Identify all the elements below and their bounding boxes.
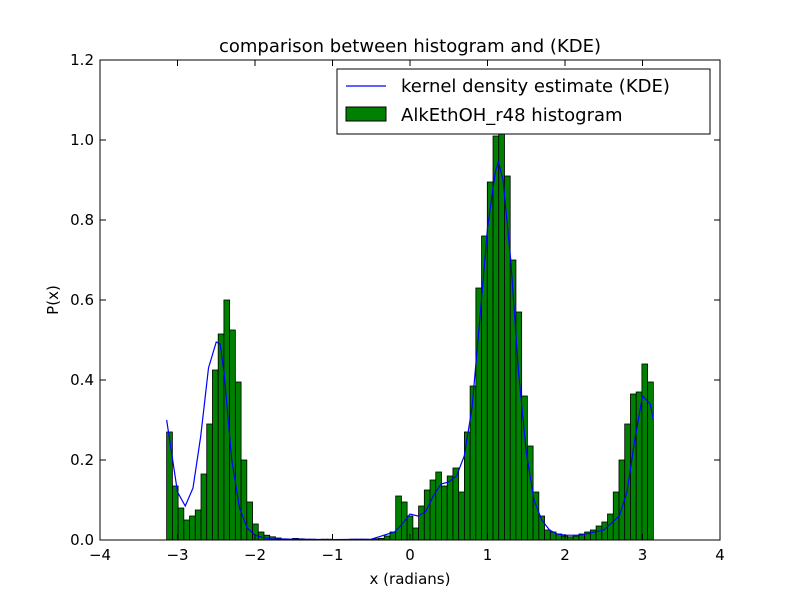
x-tick-label: 4 — [715, 546, 725, 564]
histogram-bar — [446, 475, 454, 541]
legend-histogram-swatch — [345, 106, 387, 122]
chart-title: comparison between histogram and (KDE) — [219, 36, 601, 57]
histogram-bar — [624, 423, 631, 541]
histogram-bar — [469, 385, 477, 541]
histogram-bar — [418, 505, 425, 541]
histogram-bar — [441, 485, 448, 541]
histogram-bar — [429, 479, 437, 541]
histogram-bar — [412, 527, 419, 541]
histogram-bar — [246, 501, 253, 541]
histogram-bar — [229, 329, 236, 541]
histogram-bar — [572, 535, 580, 541]
histogram-bar — [200, 473, 208, 541]
histogram-bar — [194, 509, 202, 541]
histogram-bar — [206, 423, 213, 541]
y-axis-label: P(x) — [44, 285, 62, 315]
histogram-bar — [234, 381, 242, 541]
y-tick-label: 1.2 — [70, 51, 94, 69]
y-axis-ticks: 0.0 0.2 0.4 0.6 0.8 1.0 1.2 — [70, 51, 720, 549]
x-tick-label: 3 — [638, 546, 648, 564]
x-tick-label: 0 — [405, 546, 415, 564]
legend: kernel density estimate (KDE) AlkEthOH_r… — [336, 68, 711, 135]
legend-box — [336, 68, 711, 135]
x-tick-label: 2 — [560, 546, 570, 564]
legend-histogram-label: AlkEthOH_r48 histogram — [401, 105, 623, 126]
histogram-bar — [383, 535, 391, 541]
x-axis-ticks: −4 −3 −2 −1 0 1 2 3 4 — [89, 60, 725, 564]
x-axis-label: x (radians) — [370, 570, 451, 588]
histogram-bar — [607, 513, 614, 541]
histogram-bar — [395, 495, 402, 541]
histogram-bar — [423, 489, 431, 541]
y-tick-label: 0.0 — [70, 531, 94, 549]
y-tick-label: 0.6 — [70, 291, 94, 309]
histogram-bar — [458, 491, 465, 541]
histogram-bar — [492, 135, 500, 541]
histogram-bar — [212, 369, 219, 541]
y-tick-label: 0.4 — [70, 371, 94, 389]
histogram-bar — [435, 471, 442, 541]
y-tick-label: 1.0 — [70, 131, 94, 149]
x-tick-label: −2 — [244, 546, 266, 564]
histogram-bar — [526, 445, 534, 541]
x-tick-label: −1 — [321, 546, 343, 564]
histogram-bar — [166, 431, 173, 541]
histogram-bar — [612, 491, 620, 541]
histogram-bar — [183, 519, 190, 541]
histogram-bar — [171, 485, 179, 541]
histogram-bar — [240, 459, 248, 541]
histogram-bar — [641, 363, 649, 541]
histogram-bar — [486, 181, 494, 541]
histogram-bar — [177, 507, 185, 541]
x-tick-label: −4 — [89, 546, 111, 564]
histogram-bar — [601, 521, 608, 541]
y-tick-label: 0.8 — [70, 211, 94, 229]
histogram-bar — [544, 529, 551, 541]
histogram-bar — [189, 515, 196, 541]
legend-kde-label: kernel density estimate (KDE) — [401, 76, 670, 97]
y-tick-label: 0.2 — [70, 451, 94, 469]
x-tick-label: 1 — [483, 546, 493, 564]
histogram-bar — [595, 525, 603, 541]
x-tick-label: −3 — [166, 546, 188, 564]
kde-line — [166, 159, 654, 541]
